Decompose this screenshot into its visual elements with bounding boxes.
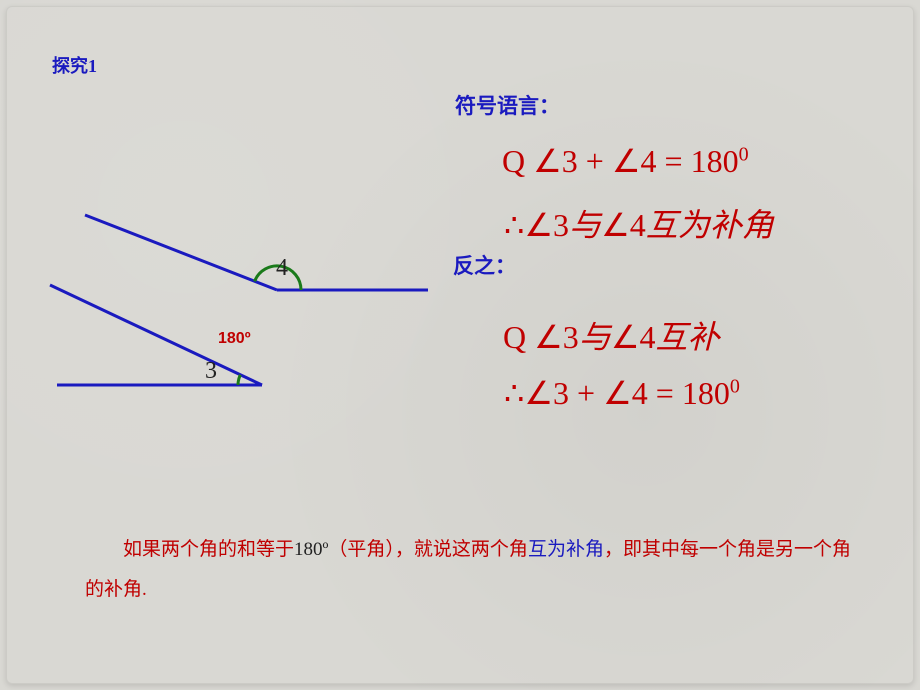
eq1-sup: 0 — [739, 143, 749, 165]
exp-num: 180º — [294, 539, 328, 560]
eq4-sup: 0 — [730, 375, 740, 397]
exp-a: 如果两个角的和等于 — [123, 539, 294, 560]
therefore-2: ∴ — [504, 375, 524, 411]
eq2-body1: ∠3 — [524, 207, 569, 243]
eq3-body1: ∠3 — [534, 319, 579, 355]
converse-heading: 反之： — [453, 250, 516, 280]
exp-b: （平角），就说这两个角 — [328, 539, 528, 560]
exp-blue: 互为补角 — [528, 539, 604, 560]
therefore-1: ∴ — [504, 207, 524, 243]
q-prefix: Q — [502, 143, 533, 179]
equation-4: ∴∠3 + ∠4 = 1800 — [504, 374, 740, 412]
eq3-cn2: 互补 — [656, 319, 720, 355]
eq2-cn1: 与 — [569, 207, 601, 243]
lower-arc — [238, 375, 240, 385]
label-3: 3 — [205, 358, 217, 385]
upper-angle — [85, 215, 428, 290]
symbolic-language-heading: 符号语言： — [455, 90, 560, 120]
section-title: 探究1 — [52, 52, 97, 78]
equation-2: ∴∠3与∠4互为补角 — [504, 200, 774, 246]
eq1-body: ∠3 + ∠4 = 180 — [533, 143, 738, 179]
eq3-body2: ∠4 — [611, 319, 656, 355]
q-prefix-2: Q — [503, 319, 534, 355]
eq2-cn2: 互为补角 — [646, 207, 774, 243]
upper-ray-left — [85, 215, 277, 290]
eq2-body2: ∠4 — [601, 207, 646, 243]
eq4-body: ∠3 + ∠4 = 180 — [524, 375, 729, 411]
equation-1: Q ∠3 + ∠4 = 1800 — [502, 142, 749, 180]
eq3-cn1: 与 — [579, 319, 611, 355]
label-4: 4 — [276, 255, 288, 282]
equation-3: Q ∠3与∠4互补 — [503, 312, 720, 358]
angle-diagram — [40, 190, 430, 430]
label-180: 180º — [218, 330, 251, 348]
explanation-paragraph: 如果两个角的和等于180º（平角），就说这两个角互为补角，即其中每一个角是另一个… — [85, 530, 860, 610]
